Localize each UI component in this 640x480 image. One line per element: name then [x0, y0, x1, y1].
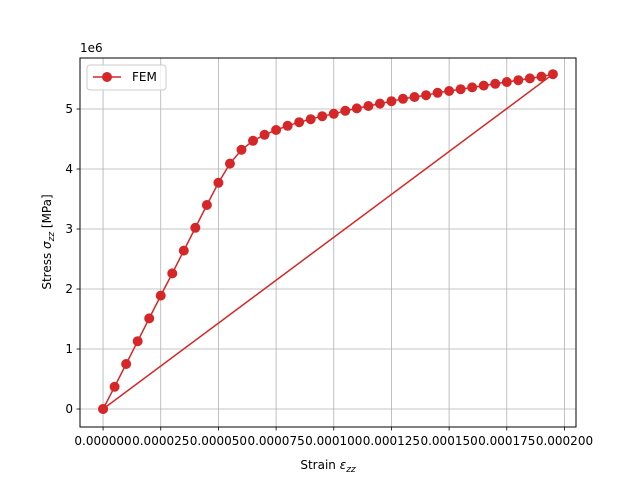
data-point — [351, 103, 362, 114]
data-point — [478, 80, 489, 91]
plot-series — [98, 69, 558, 414]
x-tick-label: 0.000175 — [478, 434, 535, 448]
data-point — [132, 336, 143, 347]
x-axis-label: Strain εzz — [300, 458, 356, 475]
y-tick-label: 4 — [65, 162, 73, 176]
data-point — [236, 144, 247, 155]
data-point — [317, 111, 328, 122]
data-point — [213, 177, 224, 188]
y-axis-label: Stress σzz [MPa] — [40, 194, 57, 289]
data-point — [121, 359, 132, 369]
data-point — [109, 381, 120, 392]
data-point — [155, 290, 166, 301]
y-tick-label: 1 — [65, 342, 73, 356]
data-point — [386, 96, 397, 107]
data-point — [444, 86, 455, 96]
data-point — [259, 129, 270, 140]
data-point — [305, 114, 316, 125]
y-tick-label: 5 — [65, 102, 73, 116]
y-axis-ticks: 0 1 2 3 4 5 — [65, 102, 80, 416]
data-point — [467, 82, 478, 93]
x-tick-label: 0.000050 — [190, 434, 247, 448]
data-point — [282, 120, 293, 131]
data-point — [190, 222, 201, 233]
data-point — [294, 117, 305, 128]
y-offset-text: 1e6 — [80, 41, 103, 55]
y-tick-label: 3 — [65, 222, 73, 236]
data-point — [144, 313, 155, 324]
data-point — [536, 71, 547, 82]
data-point — [455, 84, 466, 95]
data-point — [201, 200, 212, 210]
legend: FEM — [86, 64, 167, 91]
data-point — [224, 158, 235, 169]
data-point — [374, 98, 385, 109]
x-tick-label: 0.000200 — [536, 434, 593, 448]
data-point — [340, 105, 351, 116]
data-point — [178, 245, 189, 256]
data-point — [421, 90, 432, 101]
data-point — [363, 101, 374, 111]
data-point — [248, 135, 259, 146]
x-tick-label: 0.000150 — [420, 434, 477, 448]
x-axis-ticks: 0.000000 0.000025 0.000050 0.000075 0.000100… — [74, 427, 593, 448]
x-tick-label: 0.000025 — [132, 434, 189, 448]
legend-label-fem: FEM — [132, 70, 157, 84]
data-point — [513, 75, 524, 86]
data-point — [409, 92, 420, 102]
data-point — [397, 93, 408, 104]
data-point — [490, 78, 501, 89]
legend-marker-swatch — [102, 72, 112, 82]
data-point — [547, 69, 558, 80]
data-point — [501, 77, 512, 87]
data-point — [328, 108, 339, 119]
x-tick-label: 0.000100 — [305, 434, 362, 448]
data-point — [271, 125, 282, 135]
grid — [80, 58, 576, 427]
data-point — [167, 268, 178, 279]
legend-box — [86, 64, 167, 91]
y-tick-label: 0 — [65, 402, 73, 416]
data-point — [524, 73, 535, 84]
x-tick-label: 0.000125 — [363, 434, 420, 448]
axes-frame — [79, 57, 577, 428]
data-point — [432, 87, 443, 98]
x-tick-label: 0.000075 — [247, 434, 304, 448]
data-point — [98, 404, 109, 414]
y-tick-label: 2 — [65, 282, 73, 296]
x-tick-label: 0.000000 — [74, 434, 131, 448]
